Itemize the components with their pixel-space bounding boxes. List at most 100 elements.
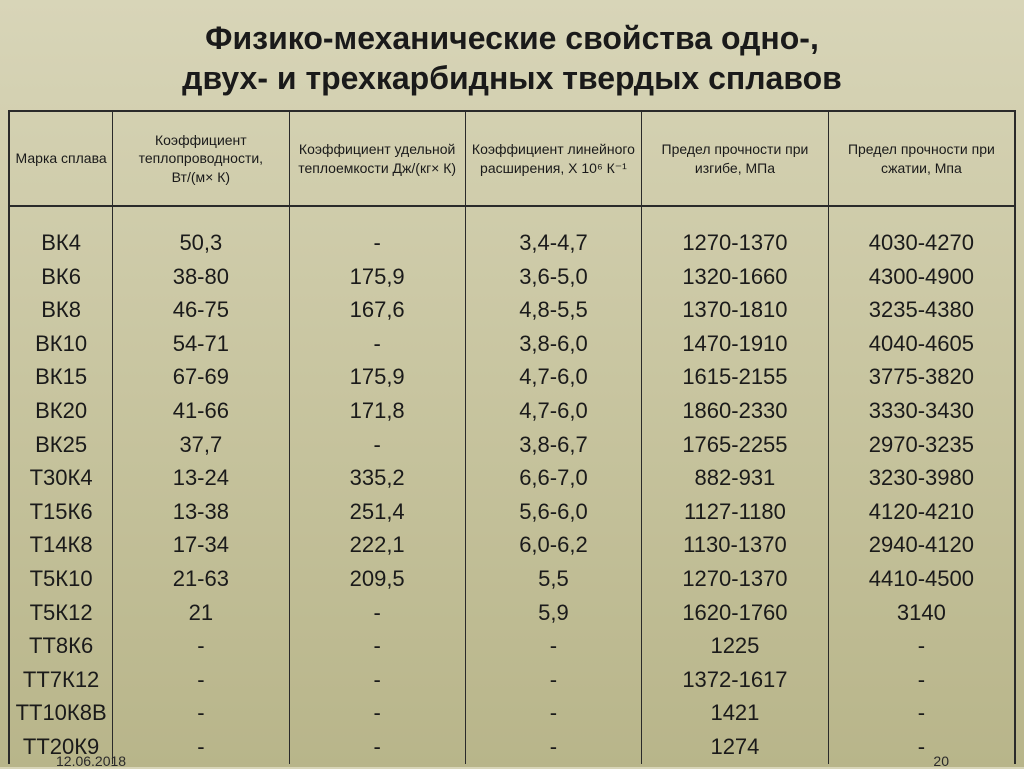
table-cell: 13-38 [113,495,289,529]
table-cell: - [828,730,1015,764]
table-row: ТТ10К8В---1421- [9,697,1015,731]
table-row: ВК846-75167,64,8-5,51370-18103235-4380 [9,294,1015,328]
table-cell: ТТ7К12 [9,663,113,697]
table-cell: 1620-1760 [642,596,829,630]
table-row: ВК2537,7-3,8-6,71765-22552970-3235 [9,428,1015,462]
col-header: Предел прочности при сжатии, Мпа [828,111,1015,206]
table-cell: 1421 [642,697,829,731]
table-cell: 1370-1810 [642,294,829,328]
table-cell: 3,8-6,7 [465,428,641,462]
table-body: ВК450,3-3,4-4,71270-13704030-4270ВК638-8… [9,206,1015,764]
table-cell: 209,5 [289,562,465,596]
table-row: Т5К1021-63209,55,51270-13704410-4500 [9,562,1015,596]
table-cell: Т14К8 [9,529,113,563]
table-cell: 171,8 [289,394,465,428]
table-row: ТТ8К6---1225- [9,630,1015,664]
table-row: ВК450,3-3,4-4,71270-13704030-4270 [9,206,1015,260]
table-cell: 3140 [828,596,1015,630]
table-cell: 37,7 [113,428,289,462]
table-row: Т5К1221-5,91620-17603140 [9,596,1015,630]
table-cell: 3,6-5,0 [465,260,641,294]
table-cell: - [289,663,465,697]
table-cell: 1765-2255 [642,428,829,462]
table-cell: 2940-4120 [828,529,1015,563]
table-row: ВК638-80175,93,6-5,01320-16604300-4900 [9,260,1015,294]
table-cell: - [465,730,641,764]
table-header-row: Марка сплава Коэффициент теплопроводност… [9,111,1015,206]
table-cell: 17-34 [113,529,289,563]
table-cell: - [113,697,289,731]
table-cell: 167,6 [289,294,465,328]
title-line-1: Физико-механические свойства одно-, [205,20,819,56]
table-cell: 1372-1617 [642,663,829,697]
title-line-2: двух- и трехкарбидных твердых сплавов [182,60,842,96]
slide-title: Физико-механические свойства одно-, двух… [0,0,1024,110]
table-cell: 21-63 [113,562,289,596]
table-cell: 13-24 [113,462,289,496]
col-header: Коэффициент теплопроводности, Вт/(м× К) [113,111,289,206]
table-cell: - [289,327,465,361]
table-cell: 3330-3430 [828,394,1015,428]
table-cell: 6,0-6,2 [465,529,641,563]
table-cell: 5,6-6,0 [465,495,641,529]
table-cell: 54-71 [113,327,289,361]
table-cell: 4,7-6,0 [465,394,641,428]
table-container: Марка сплава Коэффициент теплопроводност… [0,110,1024,764]
table-cell: - [289,428,465,462]
table-cell: 50,3 [113,206,289,260]
table-row: Т30К413-24335,26,6-7,0882-9313230-3980 [9,462,1015,496]
properties-table: Марка сплава Коэффициент теплопроводност… [8,110,1016,764]
table-cell: Т15К6 [9,495,113,529]
table-cell: 4030-4270 [828,206,1015,260]
table-cell: 175,9 [289,260,465,294]
table-cell: 3,8-6,0 [465,327,641,361]
table-cell: - [289,206,465,260]
table-cell: - [113,630,289,664]
table-cell: 4040-4605 [828,327,1015,361]
table-cell: 882-931 [642,462,829,496]
table-cell: ВК6 [9,260,113,294]
table-cell: 175,9 [289,361,465,395]
table-cell: 1860-2330 [642,394,829,428]
table-cell: 5,9 [465,596,641,630]
table-cell: ВК25 [9,428,113,462]
table-cell: 1270-1370 [642,206,829,260]
col-header: Коэффициент линейного расширения, Х 10⁶ … [465,111,641,206]
table-cell: 1615-2155 [642,361,829,395]
table-row: Т14К817-34222,16,0-6,21130-13702940-4120 [9,529,1015,563]
table-cell: 3230-3980 [828,462,1015,496]
table-cell: 3,4-4,7 [465,206,641,260]
table-cell: 3235-4380 [828,294,1015,328]
table-cell: 222,1 [289,529,465,563]
table-cell: 6,6-7,0 [465,462,641,496]
table-cell: ВК15 [9,361,113,395]
table-cell: Т30К4 [9,462,113,496]
table-cell: 1270-1370 [642,562,829,596]
table-cell: - [289,596,465,630]
table-row: Т15К613-38251,45,6-6,01127-11804120-4210 [9,495,1015,529]
table-cell: 3775-3820 [828,361,1015,395]
table-cell: 5,5 [465,562,641,596]
table-cell: - [465,697,641,731]
col-header: Марка сплава [9,111,113,206]
col-header: Коэффициент удельной теплоемкости Дж/(кг… [289,111,465,206]
table-cell: 1470-1910 [642,327,829,361]
table-cell: 1130-1370 [642,529,829,563]
table-cell: ТТ10К8В [9,697,113,731]
table-cell: - [828,697,1015,731]
table-cell: - [289,697,465,731]
table-cell: 41-66 [113,394,289,428]
table-cell: - [465,630,641,664]
table-row: ВК1054-71-3,8-6,01470-19104040-4605 [9,327,1015,361]
table-cell: - [465,663,641,697]
table-row: ВК2041-66171,84,7-6,01860-23303330-3430 [9,394,1015,428]
table-cell: 4410-4500 [828,562,1015,596]
table-cell: ТТ8К6 [9,630,113,664]
table-row: ВК1567-69175,94,7-6,01615-21553775-3820 [9,361,1015,395]
col-header: Предел прочности при изгибе, МПа [642,111,829,206]
table-cell: 251,4 [289,495,465,529]
table-cell: ВК4 [9,206,113,260]
table-cell: 2970-3235 [828,428,1015,462]
table-cell: ВК8 [9,294,113,328]
table-cell: 67-69 [113,361,289,395]
